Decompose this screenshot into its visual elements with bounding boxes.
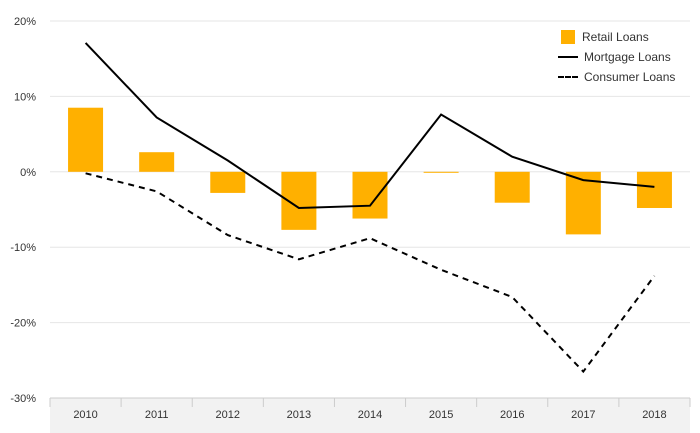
x-tick-label: 2014 (358, 409, 382, 421)
x-tick-label: 2011 (145, 409, 169, 421)
legend-label-consumer-loans: Consumer Loans (584, 70, 676, 84)
x-tick-label: 2015 (429, 409, 453, 421)
y-tick-label: 20% (14, 16, 36, 28)
legend-line-consumer-loans (558, 76, 578, 78)
legend-swatch-retail-loans (561, 30, 575, 44)
x-tick-label: 2016 (500, 409, 524, 421)
bar-retail-loans-2014 (352, 171, 388, 219)
legend-line-mortgage-loans (558, 56, 578, 58)
x-tick-label: 2013 (287, 409, 311, 421)
line-consumer-loans (85, 172, 656, 374)
legend-label-mortgage-loans: Mortgage Loans (584, 50, 671, 64)
x-tick-label: 2012 (216, 409, 240, 421)
x-tick-label: 2010 (73, 409, 97, 421)
y-tick-label: -30% (10, 393, 36, 405)
x-axis-band (50, 398, 690, 433)
x-axis: 2010 2011 2012 2013 2014 2015 2016 2017 2018 (49, 397, 691, 433)
legend-item-mortgage-loans: Mortgage Loans (558, 47, 675, 67)
legend-item-retail-loans: Retail Loans (558, 27, 675, 47)
x-tick-label: 2017 (571, 409, 595, 421)
legend-label-retail-loans: Retail Loans (582, 30, 649, 44)
bar-retail-loans-2010 (68, 107, 104, 172)
y-tick-label: 0% (20, 167, 36, 179)
retail-loans-bars (68, 107, 672, 235)
y-tick-label: -20% (10, 318, 36, 330)
line-mortgage-loans (84, 42, 655, 210)
x-tick-label: 2018 (642, 409, 666, 421)
y-tick-label: 10% (14, 91, 36, 103)
legend-item-consumer-loans: Consumer Loans (558, 67, 675, 87)
legend: Retail Loans Mortgage Loans Consumer Loa… (558, 27, 675, 87)
y-tick-label: -10% (10, 242, 36, 254)
line-series (84, 42, 656, 374)
bar-retail-loans-2012 (210, 171, 246, 193)
y-axis-ticks: 20% 10% 0% -10% -20% -30% (10, 16, 36, 405)
bar-retail-loans-2011 (139, 152, 175, 172)
bar-retail-loans-2015 (423, 171, 459, 173)
bar-retail-loans-2016 (494, 171, 530, 203)
bar-retail-loans-2017 (565, 171, 601, 235)
bar-retail-loans-2018 (636, 171, 672, 208)
